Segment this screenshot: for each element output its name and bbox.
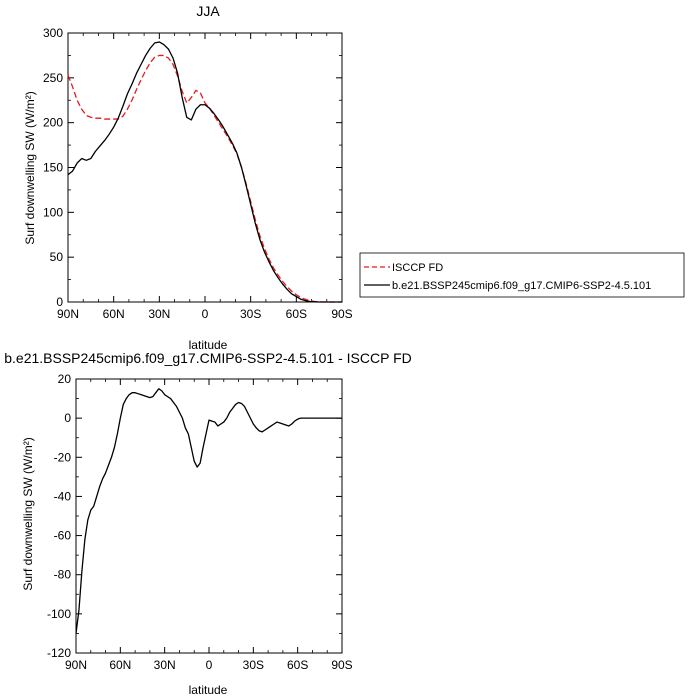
bottom-chart-x-tick-label: 30S [243,658,264,672]
legend-label-model: b.e21.BSSP245cmip6.f09_g17.CMIP6-SSP2-4.… [392,280,651,292]
top-chart-y-tick-label: 150 [43,161,63,175]
bottom-chart-x-tick-label: 30N [154,658,176,672]
top-chart-y-tick-label: 0 [56,295,63,309]
bottom-chart-series-line-0 [75,388,342,634]
top-chart-x-tick-label: 30N [148,307,170,321]
top-chart-title: JJA [196,3,220,19]
top-chart-x-tick-label: 60N [103,307,125,321]
top-chart-x-tick-label: 90N [57,307,79,321]
bottom-chart-y-tick-label: -120 [47,646,71,660]
bottom-chart-y-tick-label: 20 [58,372,72,386]
chart-legend: ISCCP FD b.e21.BSSP245cmip6.f09_g17.CMIP… [359,252,685,298]
top-chart-x-tick-label: 0 [202,307,209,321]
bottom-chart-x-tick-label: 60N [109,658,131,672]
bottom-chart-plot-area: 90N 60N 30N 0 30S 60S 90S 20 0 -20 -40 -60 -80 -100 -1… [47,372,353,672]
top-chart-plot-frame [67,32,343,303]
top-chart: JJA 90N 60N 30N 0 30S 60S 90S 0 50 100 150 200 250 30… [23,3,353,352]
top-chart-x-tick-label: 60S [286,307,307,321]
top-chart-series-line-1 [67,41,342,303]
bottom-chart-y-tick-label: -20 [54,450,72,464]
legend-label-isccp: ISCCP FD [392,262,443,274]
bottom-chart-y-tick-label: -60 [54,529,72,543]
bottom-chart-x-tick-label: 60S [287,658,308,672]
bottom-chart-y-tick-label: -100 [47,607,71,621]
top-chart-x-tick-label: 90S [331,307,352,321]
legend-box [359,252,685,298]
top-chart-y-tick-label: 50 [50,250,64,264]
bottom-chart-title: b.e21.BSSP245cmip6.f09_g17.CMIP6-SSP2-4.… [4,350,412,366]
top-chart-y-tick-label: 250 [43,71,63,85]
top-chart-y-tick-label: 300 [43,26,63,40]
bottom-chart-x-axis-label: latitude [189,683,228,697]
top-chart-y-axis-label: Surf downwelling SW (W/m²) [23,91,37,244]
bottom-chart: b.e21.BSSP245cmip6.f09_g17.CMIP6-SSP2-4.… [4,350,412,697]
bottom-chart-y-axis-label: Surf downwelling SW (W/m²) [21,437,35,590]
top-chart-series-line-0 [67,54,342,303]
bottom-chart-y-tick-label: 0 [64,411,71,425]
bottom-chart-x-tick-label: 90S [331,658,352,672]
top-chart-y-tick-label: 200 [43,116,63,130]
top-chart-plot-area: 90N 60N 30N 0 30S 60S 90S 0 50 100 150 200 250 300 [43,26,353,321]
top-chart-x-tick-label: 30S [240,307,261,321]
top-chart-y-tick-label: 100 [43,205,63,219]
bottom-chart-x-tick-label: 90N [65,658,87,672]
bottom-chart-y-tick-label: -40 [54,489,72,503]
top-chart-x-axis-label: latitude [189,338,228,352]
bottom-chart-x-tick-label: 0 [206,658,213,672]
bottom-chart-y-tick-label: -80 [54,568,72,582]
